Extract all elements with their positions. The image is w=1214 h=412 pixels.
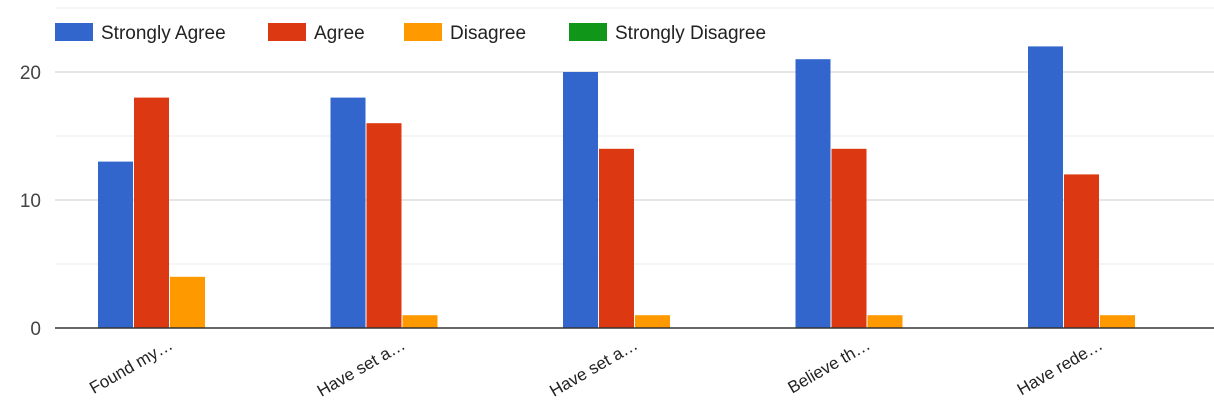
bar[interactable] (1064, 174, 1099, 328)
bar[interactable] (98, 161, 133, 328)
bar[interactable] (402, 315, 438, 328)
bar[interactable] (563, 72, 598, 328)
x-category-label: Believe th… (785, 335, 874, 397)
bars (98, 46, 1135, 329)
x-category-label: Found my… (86, 335, 176, 398)
bar[interactable] (635, 315, 670, 328)
legend-swatch (268, 23, 306, 41)
legend-swatch (55, 23, 93, 41)
legend-label: Disagree (450, 23, 526, 44)
legend-swatch (569, 23, 607, 41)
bar[interactable] (795, 59, 831, 328)
gridlines (55, 7, 1214, 265)
x-category-label: Have set a… (546, 335, 641, 401)
y-tick-label: 10 (20, 191, 41, 212)
bar[interactable] (1100, 315, 1135, 328)
y-tick-label: 20 (20, 63, 41, 84)
x-category-label: Have set a… (314, 335, 409, 401)
x-category-label: Have rede… (1014, 335, 1106, 399)
y-axis-ticks: 0 10 20 (20, 63, 41, 340)
legend-label: Agree (314, 23, 365, 44)
bar[interactable] (170, 276, 205, 328)
bar[interactable] (330, 97, 366, 328)
legend-swatch (404, 23, 442, 41)
bar[interactable] (831, 148, 867, 328)
legend: Strongly Agree Agree Disagree Strongly Disa… (55, 23, 766, 44)
bar[interactable] (867, 315, 903, 328)
y-tick-label: 0 (30, 319, 41, 340)
x-axis-category-labels: Found my… Have set a… Have set a… Believe t… (86, 335, 1106, 401)
bar[interactable] (366, 123, 402, 328)
legend-label: Strongly Disagree (615, 23, 766, 44)
bar[interactable] (1028, 46, 1063, 329)
bar[interactable] (599, 148, 634, 328)
legend-label: Strongly Agree (101, 23, 226, 44)
bar[interactable] (134, 97, 169, 328)
